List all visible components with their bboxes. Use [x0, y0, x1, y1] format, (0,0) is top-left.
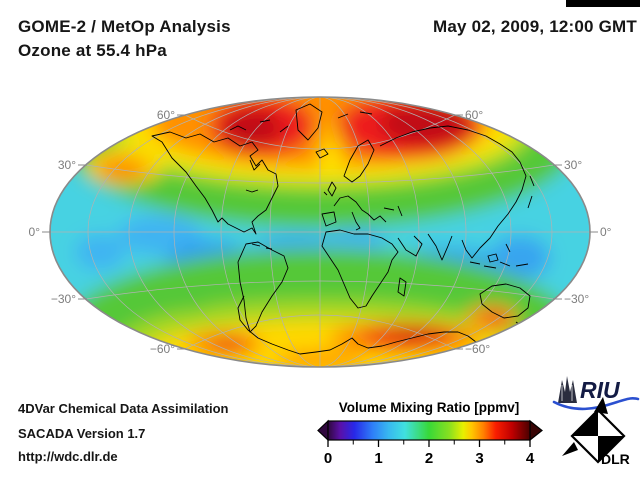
colorbar-gradient: [327, 420, 531, 441]
page-subtitle: Ozone at 55.4 hPa: [18, 41, 167, 60]
colorbar-ticks: [327, 440, 531, 447]
footer-line-url: http://wdc.dlr.de: [18, 449, 118, 464]
footer-line-version: SACADA Version 1.7: [18, 426, 146, 441]
colorbar-tick-label-4: 4: [526, 450, 535, 467]
lat-label-right-0: 0°: [600, 225, 612, 239]
lat-label-left-0: 0°: [29, 225, 41, 239]
lat-label-left-m30: −30°: [51, 292, 76, 306]
ozone-field: [50, 97, 590, 367]
coastlines: [151, 103, 553, 355]
colorbar-tick-label-2: 2: [425, 450, 433, 467]
colorbar-tick-label-3: 3: [475, 450, 483, 467]
lat-label-right-m60: −60°: [465, 342, 490, 356]
colorbar-right-arrow: [529, 419, 543, 442]
riu-logo: RIU: [552, 376, 640, 411]
colorbar-tick-label-0: 0: [324, 450, 332, 467]
latitude-labels: 60° 30° 0° −30° −60° 60° 30° 0° −30° −60…: [29, 108, 612, 356]
colorbar-tick-label-1: 1: [374, 450, 382, 467]
latitude-ticks: [42, 114, 598, 350]
page-title: GOME-2 / MetOp Analysis: [18, 17, 231, 36]
riu-text: RIU: [580, 377, 621, 403]
lat-label-right-m30: −30°: [564, 292, 589, 306]
footer-line-assimilation: 4DVar Chemical Data Assimilation: [18, 401, 229, 416]
top-right-black-bar: [566, 0, 640, 7]
dlr-text: DLR: [601, 451, 630, 467]
timestamp: May 02, 2009, 12:00 GMT: [433, 17, 637, 36]
dlr-emblem-icon: [562, 397, 626, 464]
lat-label-right-60: 60°: [465, 108, 483, 122]
dlr-logo: DLR: [562, 397, 630, 467]
lat-label-left-m60: −60°: [150, 342, 175, 356]
colorbar-left-arrow: [317, 419, 329, 442]
colorbar-title: Volume Mixing Ratio [ppmv]: [339, 400, 520, 415]
lat-label-left-30: 30°: [58, 158, 76, 172]
riu-wave-icon: [552, 396, 640, 411]
colorbar: Volume Mixing Ratio [ppmv] 0 1 2 3 4: [317, 400, 543, 467]
lat-label-left-60: 60°: [157, 108, 175, 122]
graticule: [50, 97, 590, 367]
cathedral-icon: [558, 376, 577, 403]
lat-label-right-30: 30°: [564, 158, 582, 172]
